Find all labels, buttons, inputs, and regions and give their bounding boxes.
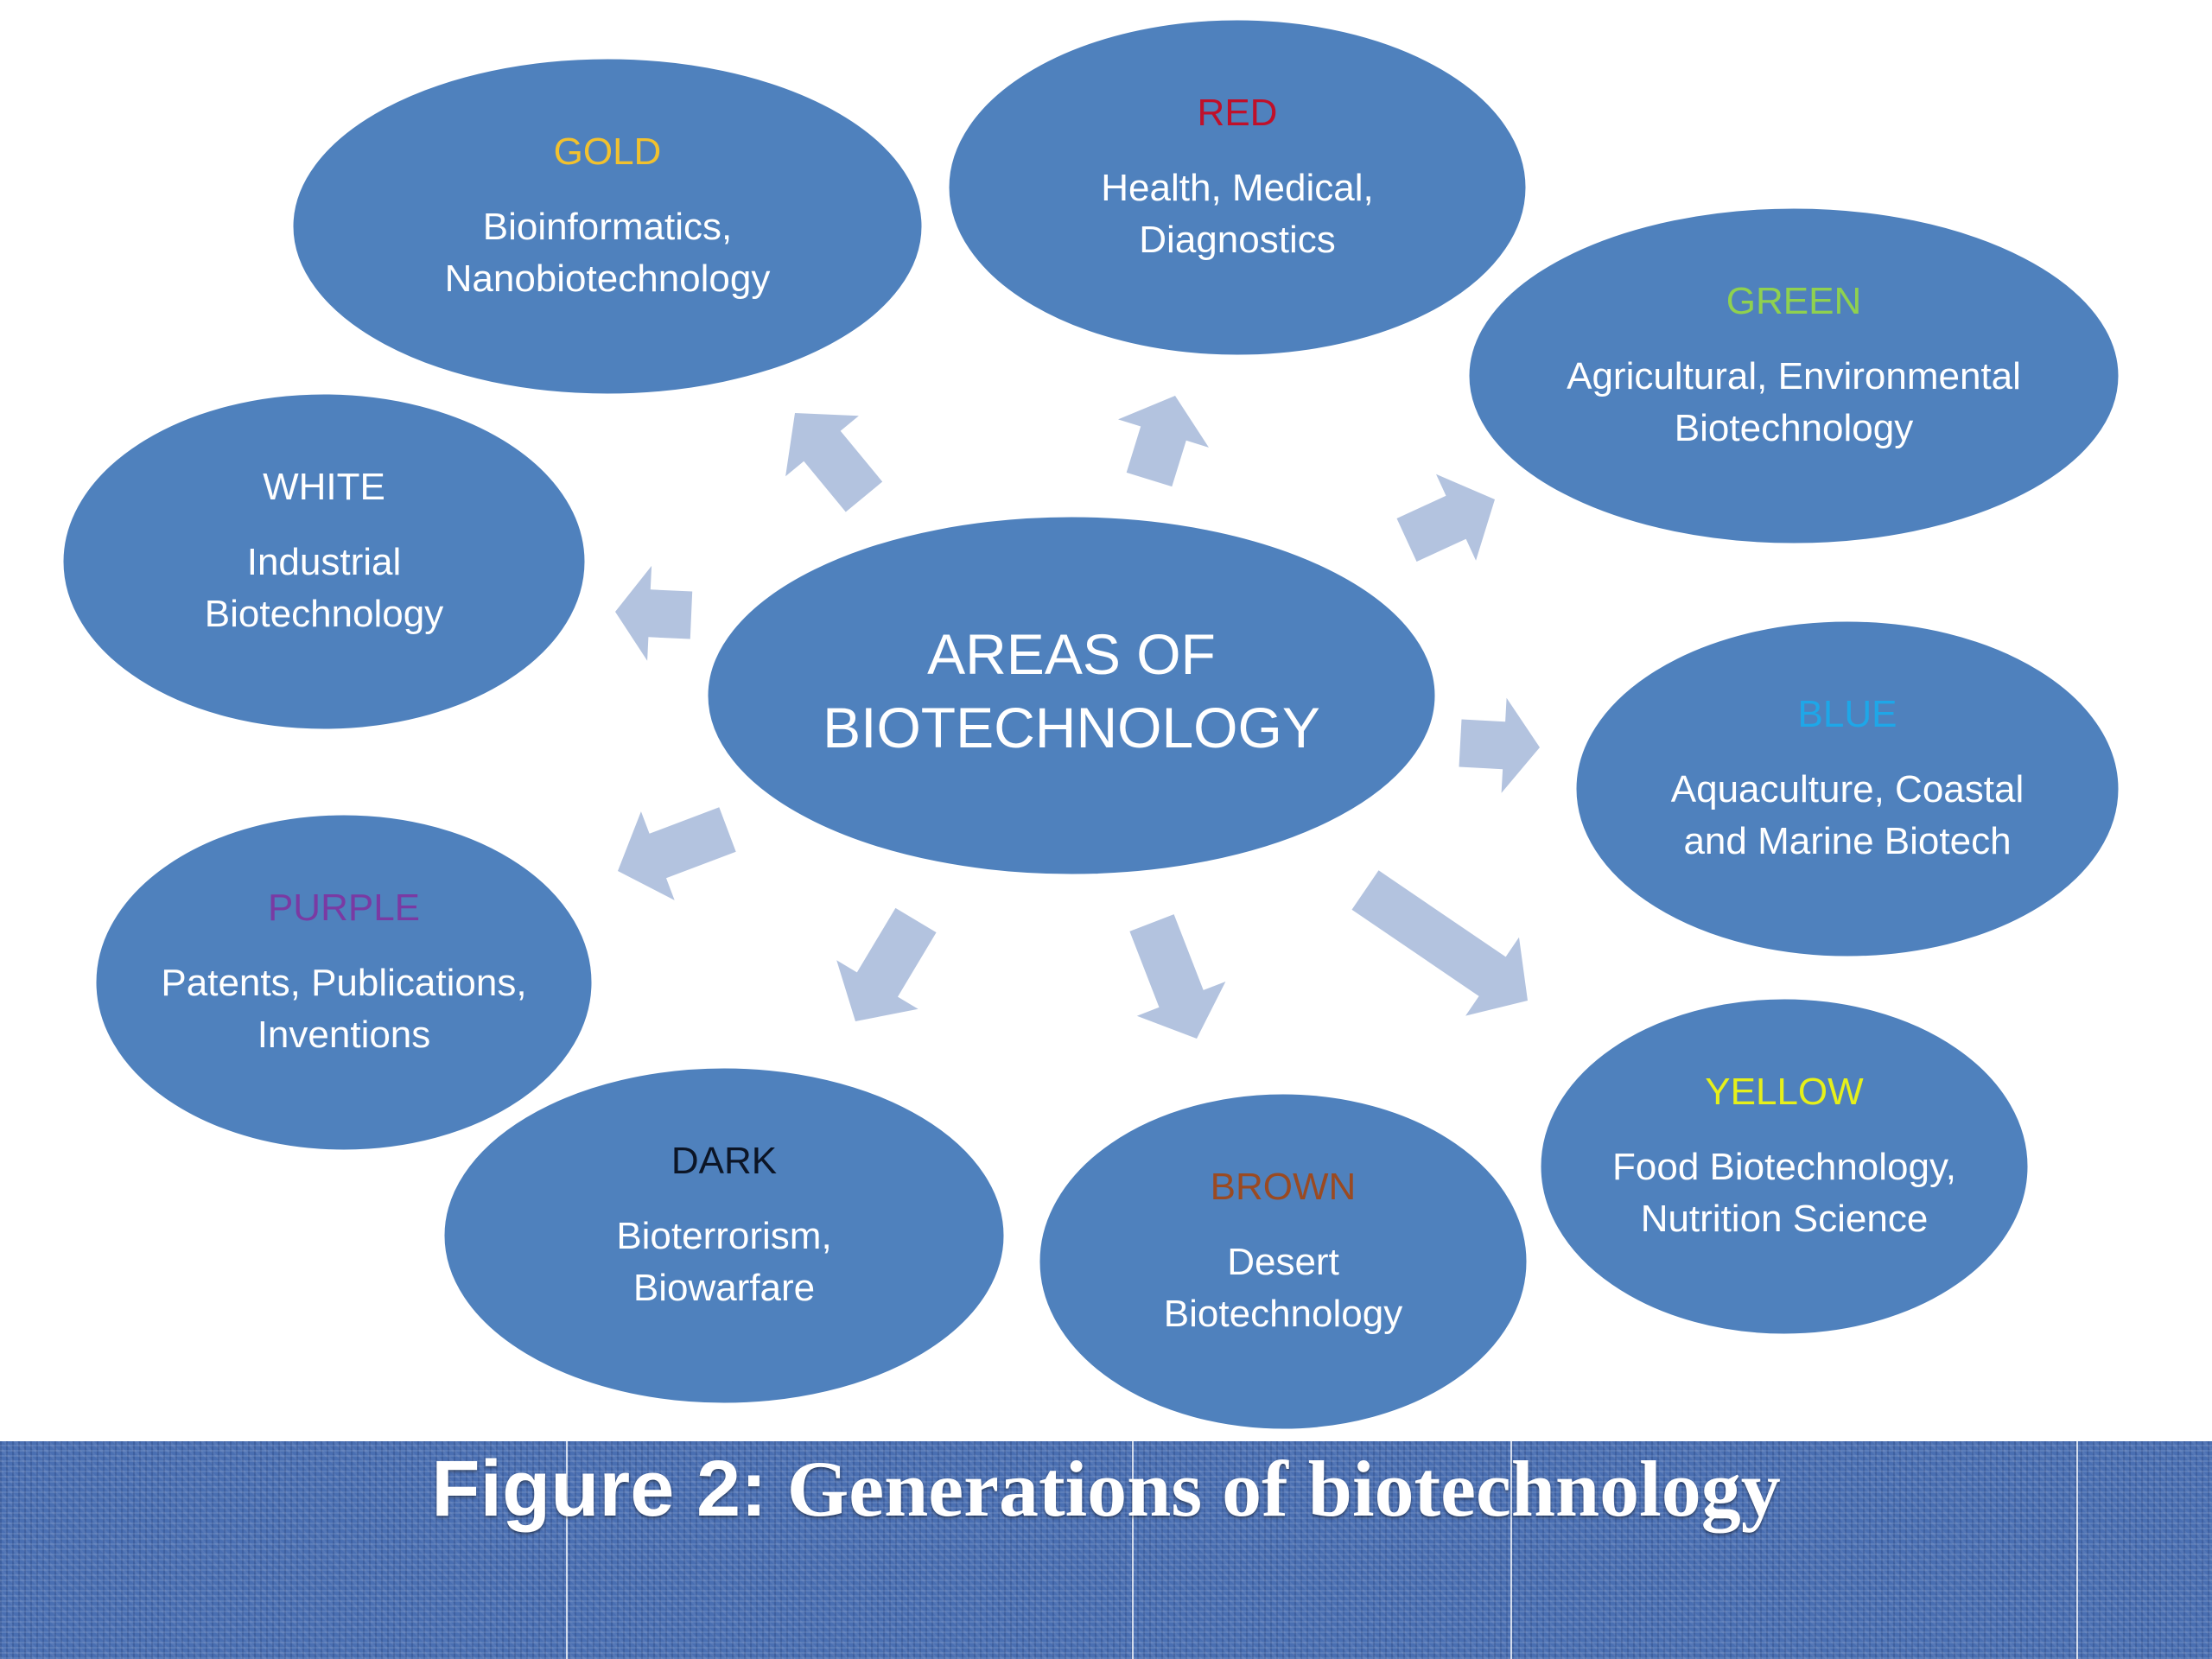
area-description-line: Biowarfare <box>633 1267 815 1309</box>
area-description-line: Desert <box>1227 1241 1339 1283</box>
area-description-line: Biotechnology <box>1164 1293 1402 1335</box>
area-node-white: WHITE Industrial Biotechnology <box>60 391 588 732</box>
area-label: RED <box>1198 92 1278 134</box>
banner-seam <box>566 1441 568 1659</box>
area-node-blue: BLUE Aquaculture, Coastal and Marine Biote… <box>1573 619 2121 959</box>
area-ellipse <box>93 812 594 1153</box>
center-node: AREAS OF BIOTECHNOLOGY <box>705 514 1438 877</box>
area-description-line: Nutrition Science <box>1641 1198 1929 1240</box>
area-description-line: Food Biotechnology, <box>1612 1146 1956 1188</box>
area-description-line: Bioinformatics, <box>483 206 733 248</box>
area-label: BROWN <box>1211 1166 1357 1208</box>
caption-banner: Figure 2: Generations of biotechnology <box>0 1441 2212 1659</box>
arrow <box>1351 870 1528 1016</box>
area-description-line: Industrial <box>247 541 402 583</box>
area-node-gold: GOLD Bioinformatics, Nanobiotechnology <box>290 56 925 397</box>
area-label: WHITE <box>263 466 385 508</box>
nodes: GOLD Bioinformatics, Nanobiotechnology RED H… <box>60 17 2121 1432</box>
area-ellipse <box>1037 1091 1529 1432</box>
area-ellipse <box>1573 619 2121 959</box>
area-description-line: Aquaculture, Coastal <box>1671 768 2024 810</box>
area-node-red: RED Health, Medical, Diagnostics <box>946 17 1529 358</box>
biotechnology-diagram: GOLD Bioinformatics, Nanobiotechnology RED H… <box>60 17 2121 1432</box>
arrow <box>1118 396 1209 487</box>
arrow <box>618 807 736 900</box>
arrow <box>615 565 693 661</box>
area-description-line: Inventions <box>257 1014 431 1056</box>
banner-seam <box>1132 1441 1134 1659</box>
area-description-line: Agricultural, Environmental <box>1567 355 2021 397</box>
figure-caption: Figure 2: Generations of biotechnology <box>0 1441 2212 1536</box>
arrow <box>1129 914 1226 1039</box>
area-description-line: Patents, Publications, <box>161 962 526 1004</box>
arrows <box>615 396 1540 1039</box>
area-description-line: Diagnostics <box>1139 219 1335 261</box>
area-node-green: GREEN Agricultural, Environmental Biotechn… <box>1466 206 2121 546</box>
area-label: GOLD <box>554 130 662 173</box>
area-label: PURPLE <box>268 887 420 929</box>
center-ellipse <box>705 514 1438 877</box>
caption-text: Generations of biotechnology <box>766 1445 1781 1533</box>
area-ellipse <box>60 391 588 732</box>
area-description-line: Health, Medical, <box>1101 167 1373 209</box>
area-label: GREEN <box>1726 280 1861 322</box>
area-node-yellow: YELLOW Food Biotechnology, Nutrition Scien… <box>1538 996 2031 1337</box>
arrow <box>1459 697 1540 793</box>
area-description-line: Bioterrorism, <box>616 1215 831 1257</box>
area-node-brown: BROWN Desert Biotechnology <box>1037 1091 1529 1432</box>
caption-prefix: Figure 2: <box>431 1445 767 1533</box>
area-label: DARK <box>671 1140 777 1182</box>
arrow <box>836 907 937 1021</box>
area-label: BLUE <box>1798 693 1897 735</box>
center-title-line1: AREAS OF <box>927 622 1216 686</box>
area-node-dark: DARK Bioterrorism, Biowarfare <box>442 1065 1007 1406</box>
area-description-line: Biotechnology <box>1675 407 1913 449</box>
arrow <box>785 413 883 512</box>
center-title-line2: BIOTECHNOLOGY <box>823 696 1320 760</box>
area-ellipse <box>946 17 1529 358</box>
banner-seam <box>1510 1441 1512 1659</box>
area-description-line: Nanobiotechnology <box>445 257 771 300</box>
area-description-line: and Marine Biotech <box>1683 820 2011 862</box>
area-ellipse <box>1466 206 2121 546</box>
area-node-purple: PURPLE Patents, Publications, Inventions <box>93 812 594 1153</box>
area-ellipse <box>290 56 925 397</box>
area-label: YELLOW <box>1705 1071 1864 1113</box>
arrow <box>1396 474 1495 562</box>
area-ellipse <box>1538 996 2031 1337</box>
area-description-line: Biotechnology <box>205 593 443 635</box>
banner-seam <box>2076 1441 2078 1659</box>
area-ellipse <box>442 1065 1007 1406</box>
